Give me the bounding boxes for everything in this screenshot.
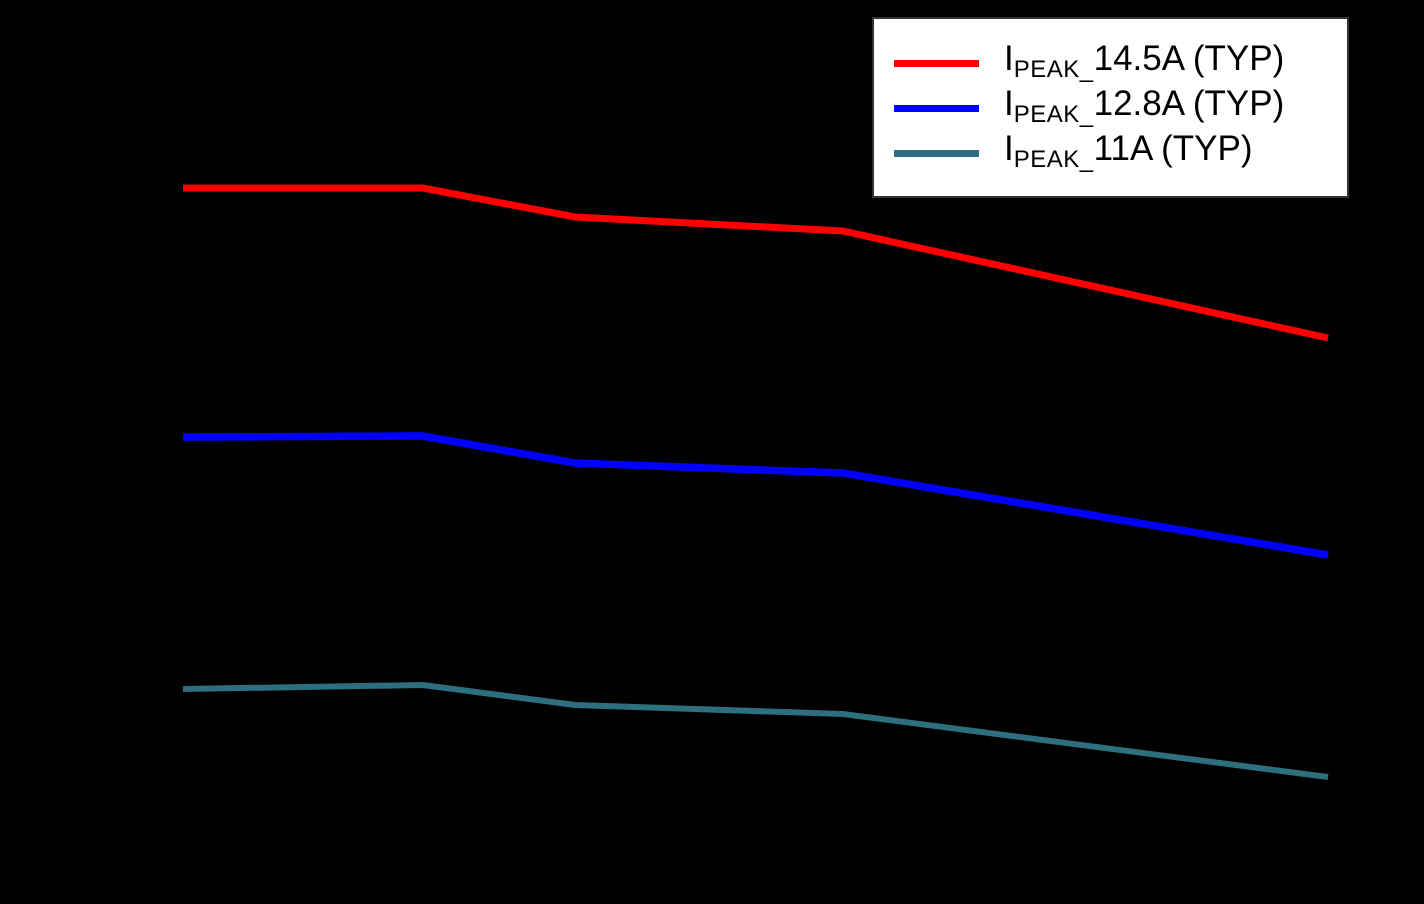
legend-label-subscript: PEAK_ [1013,100,1094,128]
legend-label-value: 11A (TYP) [1093,128,1253,168]
series-line-ipeak-12p8a [182,432,1329,559]
legend-label-prefix: I [1004,38,1014,78]
legend-item: IPEAK_12.8A (TYP) [874,84,1347,131]
legend-label: IPEAK_14.5A (TYP) [1004,36,1284,92]
legend-item: IPEAK_14.5A (TYP) [874,39,1347,86]
legend-swatch-red-line [894,60,979,67]
legend-label-prefix: I [1004,83,1014,123]
legend-item: IPEAK_11A (TYP) [874,129,1347,176]
legend-swatch-teal-line [894,150,979,157]
legend-label-subscript: PEAK_ [1013,145,1094,173]
legend-box: IPEAK_14.5A (TYP) IPEAK_12.8A (TYP) IPEA… [872,17,1349,198]
legend-swatch-blue-line [894,105,979,112]
series-line-ipeak-14p5a [183,184,1329,342]
legend-label: IPEAK_11A (TYP) [1004,126,1252,182]
series-line-ipeak-11a [182,681,1329,780]
legend-label-subscript: PEAK_ [1013,55,1094,83]
legend-label-value: 12.8A (TYP) [1093,83,1285,123]
legend-label: IPEAK_12.8A (TYP) [1004,81,1284,137]
legend-label-value: 14.5A (TYP) [1093,38,1285,78]
legend-label-prefix: I [1004,128,1014,168]
